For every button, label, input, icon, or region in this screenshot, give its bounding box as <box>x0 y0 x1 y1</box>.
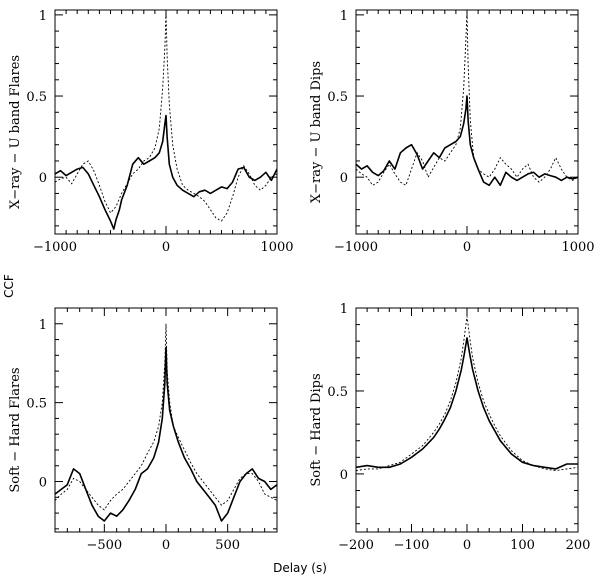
y-tick-label: 0.5 <box>26 90 47 105</box>
x-tick-label: 100 <box>510 538 535 553</box>
x-tick-label: −500 <box>86 538 122 553</box>
series-solid-line <box>356 337 578 470</box>
y-tick-label: 0 <box>39 476 47 491</box>
x-tick-label: 500 <box>215 538 240 553</box>
x-tick-label: 1000 <box>260 240 293 255</box>
plot-frame <box>54 307 278 533</box>
panel-ylabel: Soft − Hard Flares <box>8 367 23 492</box>
panel-flares-xray-u: −1000 0 1000 0 0.5 1 X−ray − U band Flares <box>8 9 294 255</box>
x-tick-label: −100 <box>394 538 430 553</box>
panel-dips-xray-u: −1000 0 1000 0 0.5 1 X−ray − U band Dips <box>309 9 595 255</box>
x-tick-label: 0 <box>162 240 170 255</box>
series-dotted-line <box>55 323 277 511</box>
shared-ylabel: CCF <box>2 274 16 298</box>
series-solid-line <box>55 114 277 230</box>
y-tick-label: 1 <box>39 9 47 24</box>
series-dotted-line <box>55 11 277 222</box>
panel-flares-soft-hard: −500 0 500 0 0.5 1 Soft − Hard Flares <box>8 307 278 553</box>
shared-xlabel: Delay (s) <box>273 561 327 575</box>
series-solid-line <box>55 346 277 522</box>
panel-ylabel: Soft − Hard Dips <box>309 373 324 486</box>
plot-frame <box>355 9 579 235</box>
x-tick-label: 0 <box>162 538 170 553</box>
y-tick-label: 0.5 <box>327 90 348 105</box>
panel-dips-soft-hard: −200 −100 0 100 200 0 0.5 1 Soft − Hard Dips <box>309 302 590 553</box>
x-tick-label: −1000 <box>33 240 77 255</box>
series-solid-line <box>356 95 578 187</box>
x-tick-label: 1000 <box>561 240 594 255</box>
y-tick-label: 0.5 <box>327 385 348 400</box>
y-tick-label: 0.5 <box>26 397 47 412</box>
y-tick-label: 0 <box>340 468 348 483</box>
x-tick-label: 0 <box>463 538 471 553</box>
x-tick-label: 0 <box>463 240 471 255</box>
y-tick-label: 0 <box>39 171 47 186</box>
y-tick-label: 0 <box>340 171 348 186</box>
y-tick-label: 1 <box>39 318 47 333</box>
y-tick-label: 1 <box>340 9 348 24</box>
x-tick-label: −200 <box>338 538 374 553</box>
series-dotted-line <box>356 316 578 472</box>
series-dotted-line <box>356 11 578 186</box>
x-tick-label: −1000 <box>334 240 378 255</box>
panel-ylabel: X−ray − U band Flares <box>8 55 23 209</box>
x-tick-label: 200 <box>566 538 591 553</box>
y-tick-label: 1 <box>340 302 348 317</box>
panel-ylabel: X−ray − U band Dips <box>309 61 324 203</box>
